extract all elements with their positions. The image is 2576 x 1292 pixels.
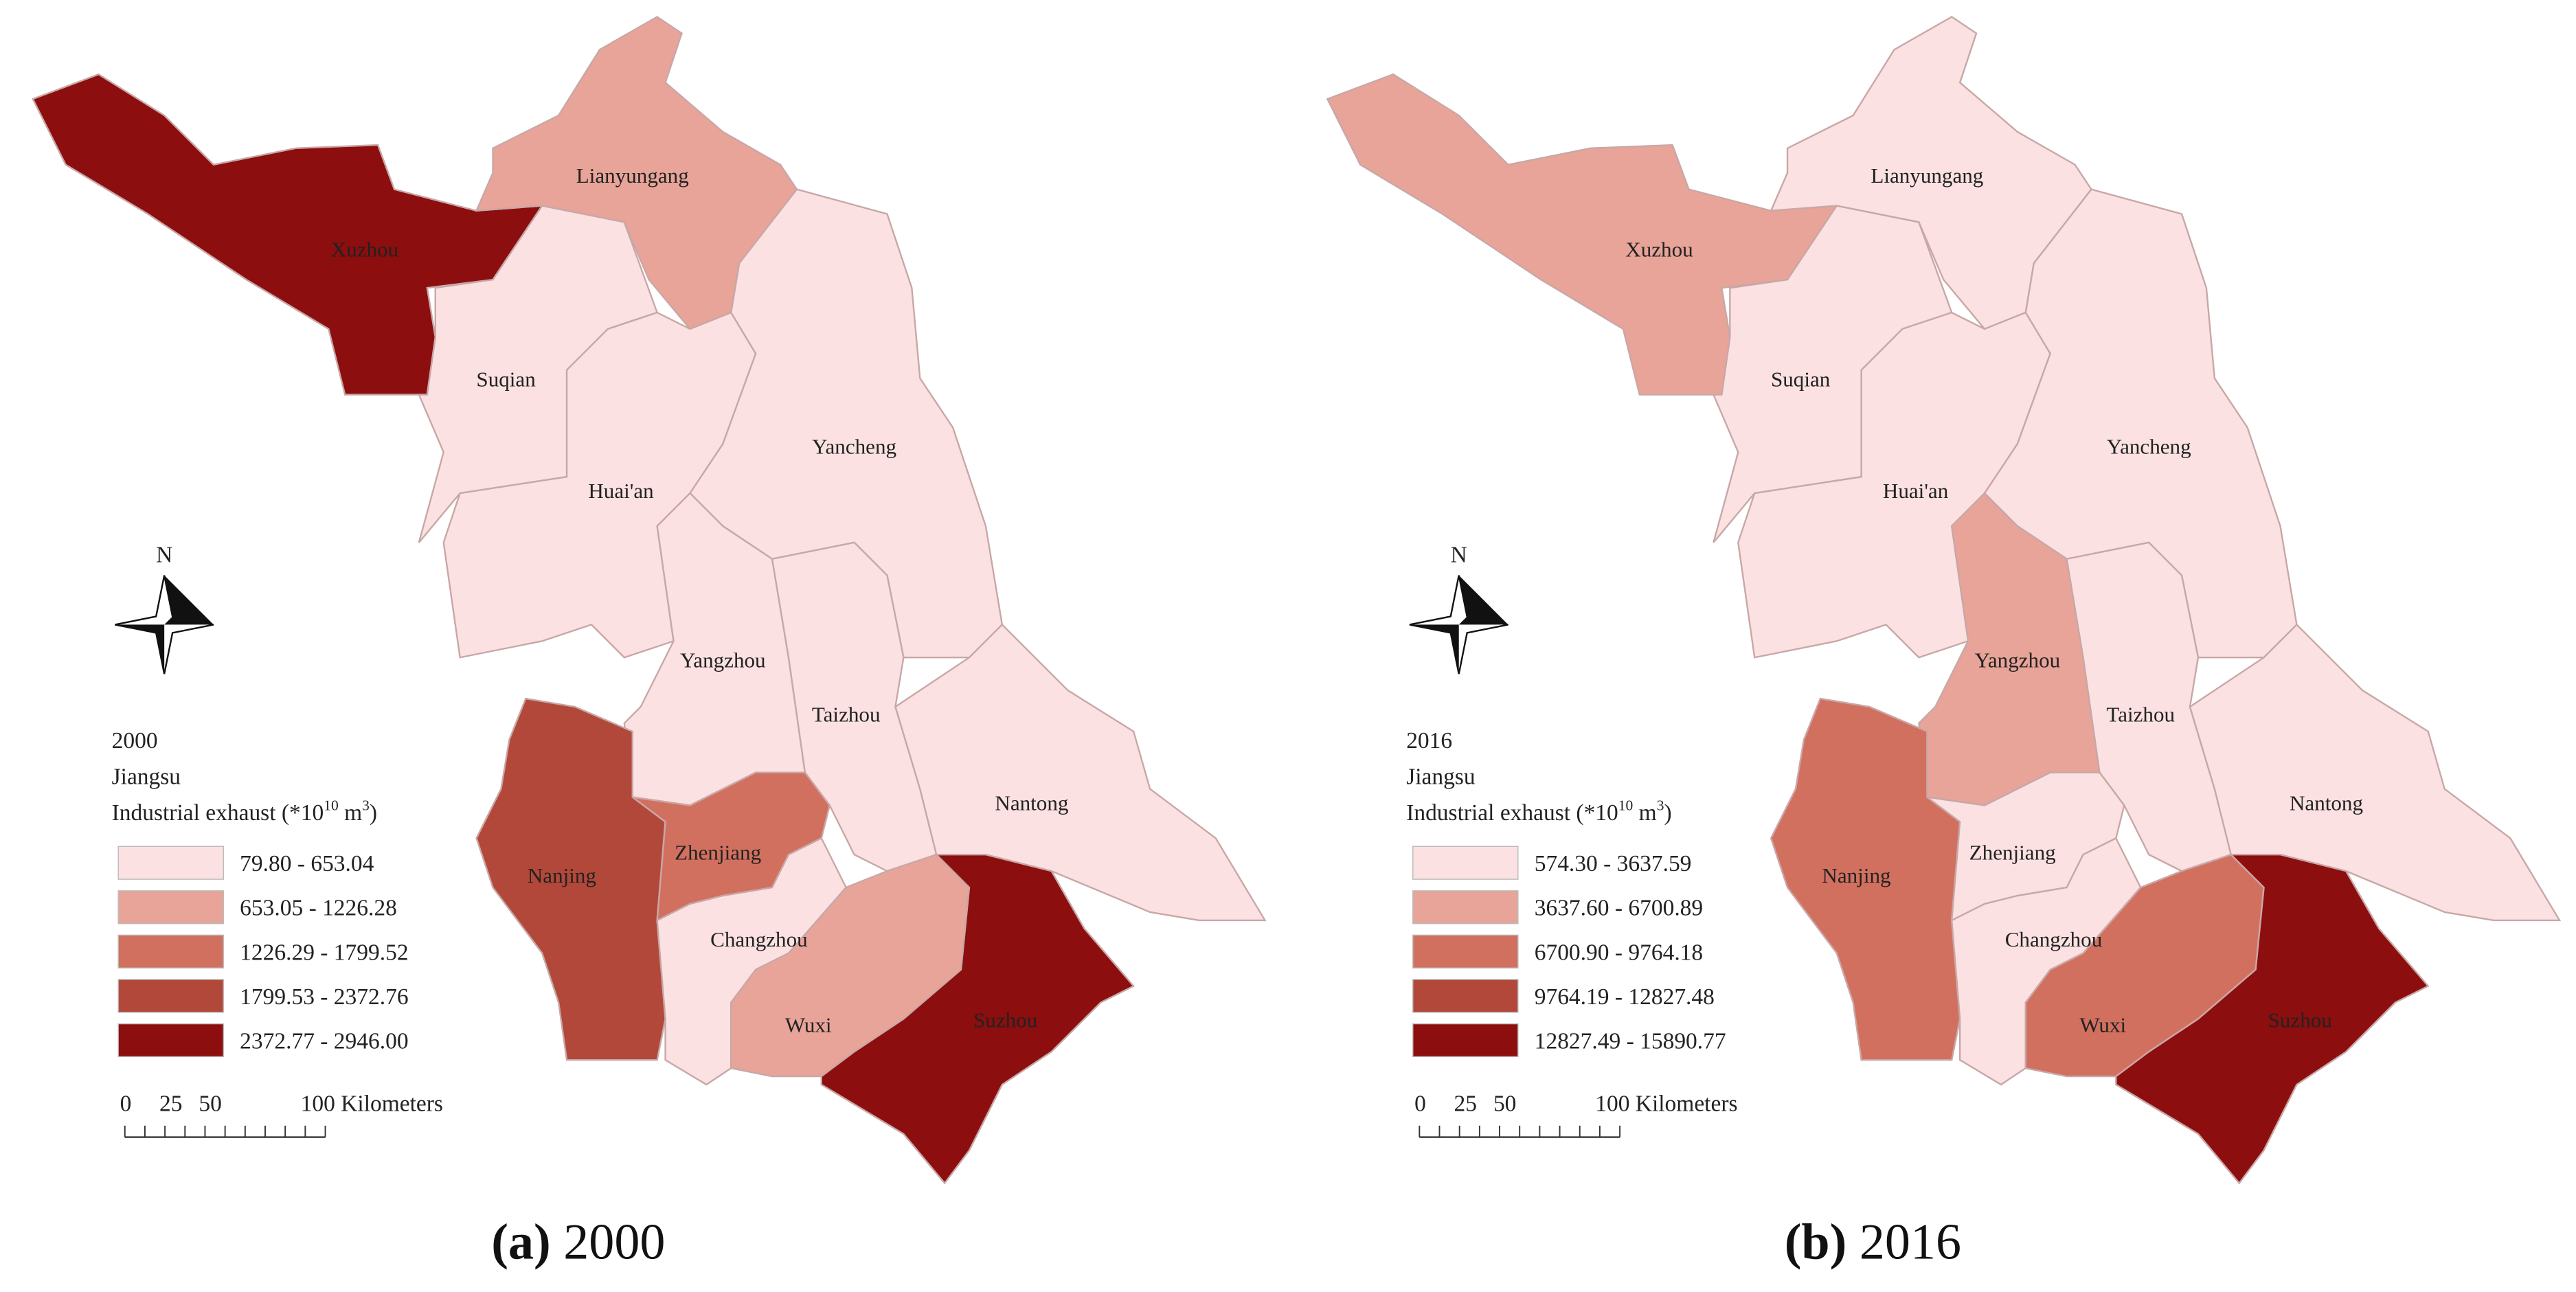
city-label: Lianyungang	[576, 163, 689, 188]
legend-label: 1226.29 - 1799.52	[240, 940, 408, 965]
city-label: Wuxi	[2079, 1012, 2126, 1036]
scale-label: 100 Kilometers	[301, 1091, 443, 1116]
city-label: Lianyungang	[1871, 163, 1983, 188]
city-label: Suqian	[1771, 367, 1831, 392]
scale-label: 50	[1493, 1091, 1516, 1116]
scale-label: 50	[199, 1091, 221, 1116]
legend-title-part: 3	[362, 797, 370, 814]
city-region	[2115, 854, 2430, 1185]
legend-title: Industrial exhaust (*1010 m3)	[112, 797, 377, 826]
legend-region: Jiangsu	[112, 764, 181, 789]
legend-title-part: 10	[1618, 797, 1634, 814]
city-region	[820, 854, 1136, 1185]
scale-label: 100 Kilometers	[1595, 1091, 1737, 1116]
legend-swatch	[117, 934, 224, 968]
city-label: Zhenjiang	[1969, 840, 2056, 864]
map-panel: Xuzhou Lianyungang Suqian Huai'an Yancheng Ya…	[32, 16, 1267, 1271]
scale-label: 0	[120, 1091, 132, 1116]
city-label: Yangzhou	[680, 648, 766, 672]
legend-title-part: )	[1664, 800, 1671, 826]
city-label: Nantong	[995, 791, 1068, 815]
caption: (a) 2000	[491, 1214, 665, 1271]
city-region	[1770, 697, 1961, 1061]
legend-title-part: Industrial exhaust (*10	[112, 800, 324, 826]
city-label: Taizhou	[2106, 702, 2175, 726]
city-label: Xuzhou	[1625, 238, 1693, 262]
legend-swatch	[1412, 979, 1519, 1013]
city-label: Zhenjiang	[675, 840, 761, 864]
caption-text: 2016	[1860, 1214, 1961, 1271]
north-label: N	[156, 543, 172, 568]
city-label: Huai'an	[588, 479, 654, 503]
legend-title-part: 3	[1657, 797, 1664, 814]
city-label: Nantong	[2290, 791, 2363, 815]
legend-label: 2372.77 - 2946.00	[240, 1028, 408, 1054]
legend-swatch	[1412, 846, 1519, 880]
city-label: Taizhou	[812, 702, 881, 726]
legend-swatch	[117, 979, 224, 1013]
legend-year: 2016	[1406, 728, 1452, 753]
legend-label: 574.30 - 3637.59	[1535, 851, 1692, 876]
city-label: Changzhou	[2005, 927, 2103, 951]
city-label: Yancheng	[2107, 435, 2191, 459]
legend-label: 12827.49 - 15890.77	[1535, 1028, 1726, 1054]
compass-dark	[1409, 575, 1509, 675]
caption-label: (b)	[1785, 1214, 1847, 1271]
city-label: Changzhou	[710, 927, 808, 951]
city-region	[475, 697, 666, 1061]
city-label: Yangzhou	[1975, 648, 2061, 672]
city-label: Huai'an	[1883, 479, 1949, 503]
legend-label: 6700.90 - 9764.18	[1535, 940, 1703, 965]
scale-label: 0	[1414, 1091, 1426, 1116]
legend-title-part: 10	[324, 797, 339, 814]
north-label: N	[1451, 543, 1467, 568]
legend-swatch	[1412, 1023, 1519, 1058]
caption-space	[551, 1214, 564, 1271]
caption: (b) 2016	[1785, 1214, 1961, 1271]
city-region	[1770, 16, 2092, 330]
legend-label: 1799.53 - 2372.76	[240, 984, 408, 1010]
caption-text: 2000	[563, 1214, 665, 1271]
city-label: Nanjing	[1822, 863, 1890, 887]
legend-swatch	[117, 1023, 224, 1058]
legend-region: Jiangsu	[1406, 764, 1476, 789]
caption-label: (a)	[491, 1214, 550, 1271]
legend-label: 3637.60 - 6700.89	[1535, 896, 1703, 921]
legend-title: Industrial exhaust (*1010 m3)	[1406, 797, 1671, 826]
legend-title-part: m	[1633, 800, 1656, 826]
legend-label: 79.80 - 653.04	[240, 851, 374, 876]
city-label: Nanjing	[528, 863, 596, 887]
legend-year: 2000	[112, 728, 158, 753]
scale-label: 25	[159, 1091, 182, 1116]
city-label: Wuxi	[785, 1012, 832, 1036]
legend-swatch	[117, 846, 224, 880]
city-label: Xuzhou	[331, 238, 399, 262]
legend-title-part: )	[370, 800, 377, 826]
legend-swatch	[1412, 934, 1519, 968]
city-label: Suqian	[476, 367, 536, 392]
legend-swatch	[1412, 890, 1519, 925]
city-region	[475, 16, 798, 330]
scale-label: 25	[1454, 1091, 1477, 1116]
legend-title-part: m	[339, 800, 362, 826]
legend-swatch	[117, 890, 224, 925]
legend-title-part: Industrial exhaust (*10	[1406, 800, 1618, 826]
caption-space	[1846, 1214, 1860, 1271]
compass-dark	[115, 575, 214, 675]
legend-label: 653.05 - 1226.28	[240, 896, 397, 921]
city-label: Yancheng	[812, 435, 896, 459]
city-label: Suzhou	[2268, 1008, 2333, 1032]
map-panel: Xuzhou Lianyungang Suqian Huai'an Yancheng Ya…	[1326, 16, 2562, 1271]
legend-label: 9764.19 - 12827.48	[1535, 984, 1715, 1010]
city-label: Suzhou	[973, 1008, 1038, 1032]
